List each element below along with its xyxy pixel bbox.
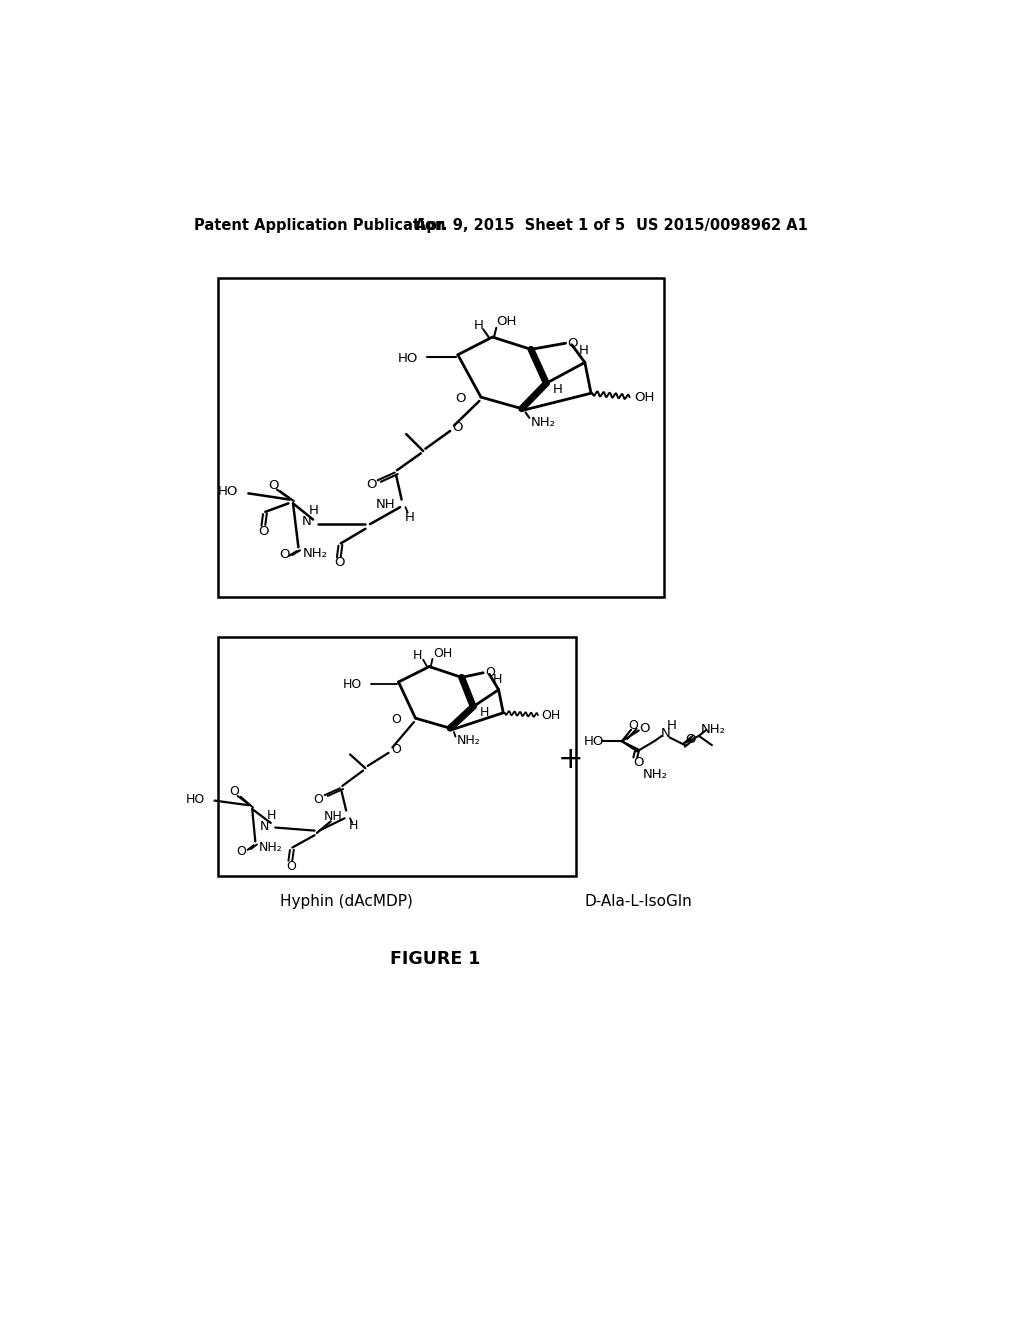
Text: NH₂: NH₂ [700, 723, 725, 737]
Text: OH: OH [634, 391, 654, 404]
Text: NH: NH [376, 499, 395, 511]
Text: O: O [639, 722, 649, 735]
Text: H: H [579, 345, 588, 358]
Text: N: N [660, 727, 670, 741]
Text: O: O [455, 392, 466, 405]
Text: NH₂: NH₂ [457, 734, 480, 747]
Text: +: + [558, 744, 584, 774]
Text: O: O [237, 845, 247, 858]
Text: HO: HO [342, 677, 361, 690]
Text: Patent Application Publication: Patent Application Publication [194, 218, 445, 232]
Text: H: H [479, 706, 488, 719]
Text: O: O [286, 859, 296, 873]
Text: O: O [629, 719, 638, 733]
Text: O: O [391, 743, 400, 756]
Text: O: O [685, 733, 695, 746]
Text: O: O [229, 785, 240, 797]
Text: NH₂: NH₂ [259, 841, 283, 854]
Text: H: H [493, 673, 502, 686]
Text: OH: OH [542, 709, 561, 722]
Text: O: O [258, 524, 269, 537]
Text: O: O [367, 478, 377, 491]
Text: H: H [413, 648, 423, 661]
Text: O: O [484, 667, 495, 680]
Text: HO: HO [186, 792, 205, 805]
Text: HO: HO [397, 352, 418, 366]
Text: O: O [313, 792, 324, 805]
Text: H: H [404, 511, 415, 524]
Text: Hyphin (dAcMDP): Hyphin (dAcMDP) [280, 894, 413, 909]
Text: H: H [474, 319, 483, 333]
Text: NH₂: NH₂ [302, 546, 328, 560]
Text: FIGURE 1: FIGURE 1 [389, 950, 480, 968]
Text: O: O [634, 756, 644, 770]
Text: O: O [280, 548, 290, 561]
Text: H: H [553, 383, 562, 396]
Text: H: H [309, 504, 318, 517]
Bar [217, 277, 665, 597]
Text: NH₂: NH₂ [643, 768, 668, 781]
Text: H: H [349, 820, 358, 833]
Text: OH: OH [497, 315, 517, 329]
Text: O: O [334, 556, 344, 569]
Text: NH: NH [324, 810, 342, 824]
Text: US 2015/0098962 A1: US 2015/0098962 A1 [637, 218, 808, 232]
Text: Apr. 9, 2015  Sheet 1 of 5: Apr. 9, 2015 Sheet 1 of 5 [416, 218, 626, 232]
Text: HO: HO [584, 735, 604, 748]
Text: OH: OH [433, 647, 453, 660]
Bar [217, 638, 575, 876]
Text: O: O [567, 337, 578, 350]
Text: H: H [267, 809, 276, 822]
Text: O: O [268, 479, 279, 492]
Text: N: N [302, 515, 311, 528]
Text: N: N [260, 820, 269, 833]
Text: H: H [667, 718, 677, 731]
Text: NH₂: NH₂ [531, 416, 556, 429]
Text: O: O [392, 713, 401, 726]
Text: D-Ala-L-IsoGln: D-Ala-L-IsoGln [585, 894, 692, 909]
Text: HO: HO [218, 486, 239, 499]
Text: O: O [453, 421, 463, 434]
